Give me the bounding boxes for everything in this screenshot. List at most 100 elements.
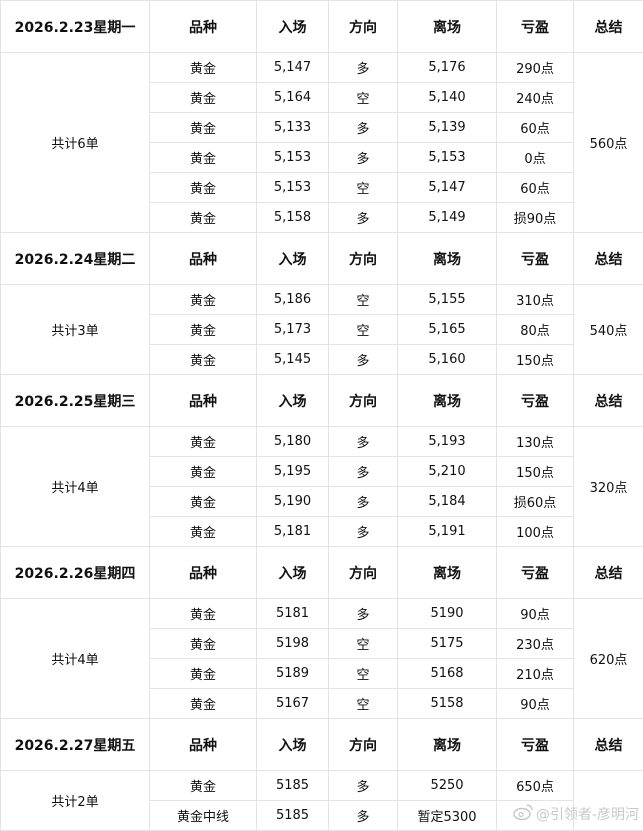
watermark-text: @引领者-彦明河 bbox=[535, 807, 639, 823]
order-count: 共计4单 bbox=[0, 598, 150, 719]
trade-direction: 空 bbox=[328, 82, 398, 113]
trade-exit: 5,191 bbox=[397, 516, 497, 547]
trade-entry: 5185 bbox=[256, 800, 329, 831]
trade-exit: 5,147 bbox=[397, 172, 497, 203]
day-date: 2026.2.25星期三 bbox=[0, 374, 150, 427]
trade-direction: 空 bbox=[328, 284, 398, 315]
day-header-row: 2026.2.24星期二 品种 入场 方向 离场 亏盈 总结 bbox=[0, 232, 643, 285]
column-header: 品种 bbox=[149, 718, 257, 771]
trade-direction: 多 bbox=[328, 456, 398, 487]
trade-exit: 5,184 bbox=[397, 486, 497, 517]
trade-product: 黄金 bbox=[149, 142, 257, 173]
watermark: @引领者-彦明河 bbox=[513, 803, 639, 825]
column-header: 总结 bbox=[573, 718, 643, 771]
column-header: 方向 bbox=[328, 0, 398, 53]
trade-entry: 5189 bbox=[256, 658, 329, 689]
trade-profit: 0点 bbox=[496, 142, 574, 173]
trade-profit: 130点 bbox=[496, 426, 574, 457]
column-header: 亏盈 bbox=[496, 374, 574, 427]
trade-exit: 5,153 bbox=[397, 142, 497, 173]
trade-product: 黄金 bbox=[149, 770, 257, 801]
column-header: 入场 bbox=[256, 232, 329, 285]
column-header: 总结 bbox=[573, 232, 643, 285]
column-header: 离场 bbox=[397, 374, 497, 427]
column-header: 入场 bbox=[256, 374, 329, 427]
trade-profit: 650点 bbox=[496, 770, 574, 801]
trade-product: 黄金 bbox=[149, 112, 257, 143]
table-row: 黄金 5,164 空 5,140 240点 bbox=[1, 82, 643, 113]
trade-entry: 5181 bbox=[256, 598, 329, 629]
day-date: 2026.2.23星期一 bbox=[0, 0, 150, 53]
trade-direction: 多 bbox=[328, 516, 398, 547]
trade-entry: 5,186 bbox=[256, 284, 329, 315]
order-count: 共计2单 bbox=[0, 770, 150, 831]
column-header: 品种 bbox=[149, 374, 257, 427]
trade-profit: 150点 bbox=[496, 344, 574, 375]
day-summary: 320点 bbox=[573, 426, 643, 547]
trade-direction: 空 bbox=[328, 688, 398, 719]
trade-entry: 5198 bbox=[256, 628, 329, 659]
trade-direction: 多 bbox=[328, 770, 398, 801]
trade-profit: 损90点 bbox=[496, 202, 574, 233]
trade-exit: 5190 bbox=[397, 598, 497, 629]
trade-profit: 230点 bbox=[496, 628, 574, 659]
column-header: 入场 bbox=[256, 0, 329, 53]
trade-entry: 5,164 bbox=[256, 82, 329, 113]
trade-profit bbox=[496, 800, 574, 831]
trade-profit: 损60点 bbox=[496, 486, 574, 517]
day-summary bbox=[573, 770, 643, 831]
trade-profit: 90点 bbox=[496, 598, 574, 629]
column-header: 离场 bbox=[397, 546, 497, 599]
trade-entry: 5167 bbox=[256, 688, 329, 719]
column-header: 入场 bbox=[256, 718, 329, 771]
trade-profit: 290点 bbox=[496, 52, 574, 83]
column-header: 方向 bbox=[328, 546, 398, 599]
day-summary: 540点 bbox=[573, 284, 643, 375]
trade-profit: 240点 bbox=[496, 82, 574, 113]
trade-profit: 310点 bbox=[496, 284, 574, 315]
trade-exit: 5175 bbox=[397, 628, 497, 659]
trade-entry: 5,158 bbox=[256, 202, 329, 233]
order-count: 共计4单 bbox=[0, 426, 150, 547]
trade-exit: 5,155 bbox=[397, 284, 497, 315]
trade-direction: 空 bbox=[328, 658, 398, 689]
trade-entry: 5,147 bbox=[256, 52, 329, 83]
trade-product: 黄金 bbox=[149, 172, 257, 203]
trade-exit: 5168 bbox=[397, 658, 497, 689]
table-row: 黄金 5167 空 5158 90点 bbox=[1, 688, 643, 719]
trade-product: 黄金 bbox=[149, 82, 257, 113]
trade-product: 黄金 bbox=[149, 486, 257, 517]
trade-entry: 5,153 bbox=[256, 172, 329, 203]
trade-exit: 暂定5300 bbox=[397, 800, 497, 831]
table-row: 黄金 5,153 多 5,153 0点 bbox=[1, 142, 643, 173]
trade-exit: 5,176 bbox=[397, 52, 497, 83]
column-header: 总结 bbox=[573, 374, 643, 427]
trade-entry: 5,190 bbox=[256, 486, 329, 517]
trade-profit: 150点 bbox=[496, 456, 574, 487]
trade-entry: 5185 bbox=[256, 770, 329, 801]
trade-exit: 5,165 bbox=[397, 314, 497, 345]
day-summary: 620点 bbox=[573, 598, 643, 719]
trade-direction: 多 bbox=[328, 800, 398, 831]
trade-profit: 210点 bbox=[496, 658, 574, 689]
weibo-icon bbox=[513, 803, 533, 825]
column-header: 总结 bbox=[573, 0, 643, 53]
trade-profit: 80点 bbox=[496, 314, 574, 345]
table-row: 黄金 5189 空 5168 210点 bbox=[1, 658, 643, 689]
day-date: 2026.2.24星期二 bbox=[0, 232, 150, 285]
table-row: 共计6单 黄金 5,147 多 5,176 290点 560点 bbox=[0, 52, 643, 233]
column-header: 入场 bbox=[256, 546, 329, 599]
day-header-row: 2026.2.26星期四 品种 入场 方向 离场 亏盈 总结 bbox=[0, 546, 643, 599]
table-row: 黄金 5,158 多 5,149 损90点 bbox=[1, 202, 643, 233]
table-row: 共计4单 黄金 5181 多 5190 90点 620点 bbox=[0, 598, 643, 719]
trade-product: 黄金 bbox=[149, 314, 257, 345]
trade-exit: 5,193 bbox=[397, 426, 497, 457]
column-header: 方向 bbox=[328, 718, 398, 771]
day-summary: 560点 bbox=[573, 52, 643, 233]
table-row: 共计2单 黄金 5185 多 5250 650点 bbox=[0, 770, 643, 831]
column-header: 品种 bbox=[149, 546, 257, 599]
trade-direction: 多 bbox=[328, 344, 398, 375]
trade-exit: 5,140 bbox=[397, 82, 497, 113]
trade-exit: 5158 bbox=[397, 688, 497, 719]
trade-product: 黄金 bbox=[149, 202, 257, 233]
